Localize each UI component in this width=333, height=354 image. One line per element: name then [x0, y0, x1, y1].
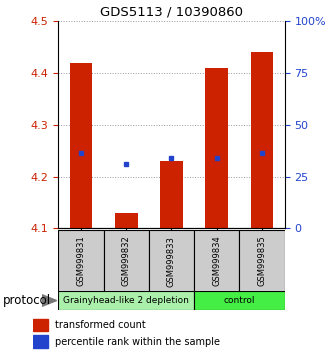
- FancyBboxPatch shape: [149, 230, 194, 292]
- Text: control: control: [224, 296, 255, 305]
- Bar: [205, 68, 228, 228]
- Text: GSM999831: GSM999831: [76, 236, 86, 286]
- Bar: [115, 213, 138, 228]
- Text: GSM999835: GSM999835: [257, 236, 267, 286]
- FancyBboxPatch shape: [104, 230, 149, 292]
- Polygon shape: [42, 295, 57, 307]
- Text: GSM999834: GSM999834: [212, 236, 221, 286]
- Bar: [33, 319, 48, 331]
- Bar: [160, 161, 183, 228]
- FancyBboxPatch shape: [194, 291, 285, 310]
- FancyBboxPatch shape: [58, 230, 104, 292]
- Title: GDS5113 / 10390860: GDS5113 / 10390860: [100, 6, 243, 19]
- Bar: [33, 336, 48, 348]
- Text: Grainyhead-like 2 depletion: Grainyhead-like 2 depletion: [63, 296, 189, 305]
- Text: GSM999832: GSM999832: [122, 236, 131, 286]
- Text: protocol: protocol: [3, 294, 52, 307]
- Text: percentile rank within the sample: percentile rank within the sample: [55, 337, 220, 347]
- Bar: [251, 52, 273, 228]
- Text: GSM999833: GSM999833: [167, 236, 176, 286]
- FancyBboxPatch shape: [239, 230, 285, 292]
- FancyBboxPatch shape: [194, 230, 239, 292]
- Text: transformed count: transformed count: [55, 320, 146, 330]
- FancyBboxPatch shape: [58, 291, 194, 310]
- Bar: [70, 63, 92, 228]
